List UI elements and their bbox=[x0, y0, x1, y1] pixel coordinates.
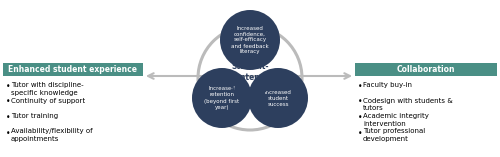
Text: •: • bbox=[358, 82, 362, 91]
Text: Availability/flexibility of
appointments: Availability/flexibility of appointments bbox=[11, 128, 92, 142]
Text: •: • bbox=[358, 128, 362, 138]
Text: •: • bbox=[6, 82, 10, 91]
FancyBboxPatch shape bbox=[355, 63, 497, 76]
Text: Tutor with discipline-
specific knowledge: Tutor with discipline- specific knowledg… bbox=[11, 82, 84, 95]
Text: Codesign with students &
tutors: Codesign with students & tutors bbox=[363, 97, 453, 111]
Text: Continuity of support: Continuity of support bbox=[11, 97, 85, 103]
Text: Increased
student
success: Increased student success bbox=[264, 89, 291, 106]
Text: Tutor professional
development: Tutor professional development bbox=[363, 128, 425, 142]
Text: Student-
centered
approach: Student- centered approach bbox=[230, 62, 270, 94]
Circle shape bbox=[248, 68, 308, 128]
Text: •: • bbox=[6, 113, 10, 122]
Text: Increased
retention
(beyond first
year): Increased retention (beyond first year) bbox=[204, 87, 240, 109]
Text: Faculty buy-in: Faculty buy-in bbox=[363, 82, 412, 88]
FancyBboxPatch shape bbox=[3, 63, 143, 76]
Text: •: • bbox=[6, 128, 10, 138]
Circle shape bbox=[220, 10, 280, 70]
Text: •: • bbox=[6, 97, 10, 106]
Text: Tutor training: Tutor training bbox=[11, 113, 58, 119]
Text: •: • bbox=[358, 97, 362, 106]
Text: •: • bbox=[358, 113, 362, 122]
Text: Academic integrity
intervention: Academic integrity intervention bbox=[363, 113, 429, 127]
Text: Enhanced student experience: Enhanced student experience bbox=[8, 65, 138, 74]
Text: Collaboration: Collaboration bbox=[397, 65, 455, 74]
Circle shape bbox=[192, 68, 252, 128]
Text: Increased
confidence,
self-efficacy
and feedback
literacy: Increased confidence, self-efficacy and … bbox=[231, 25, 269, 54]
